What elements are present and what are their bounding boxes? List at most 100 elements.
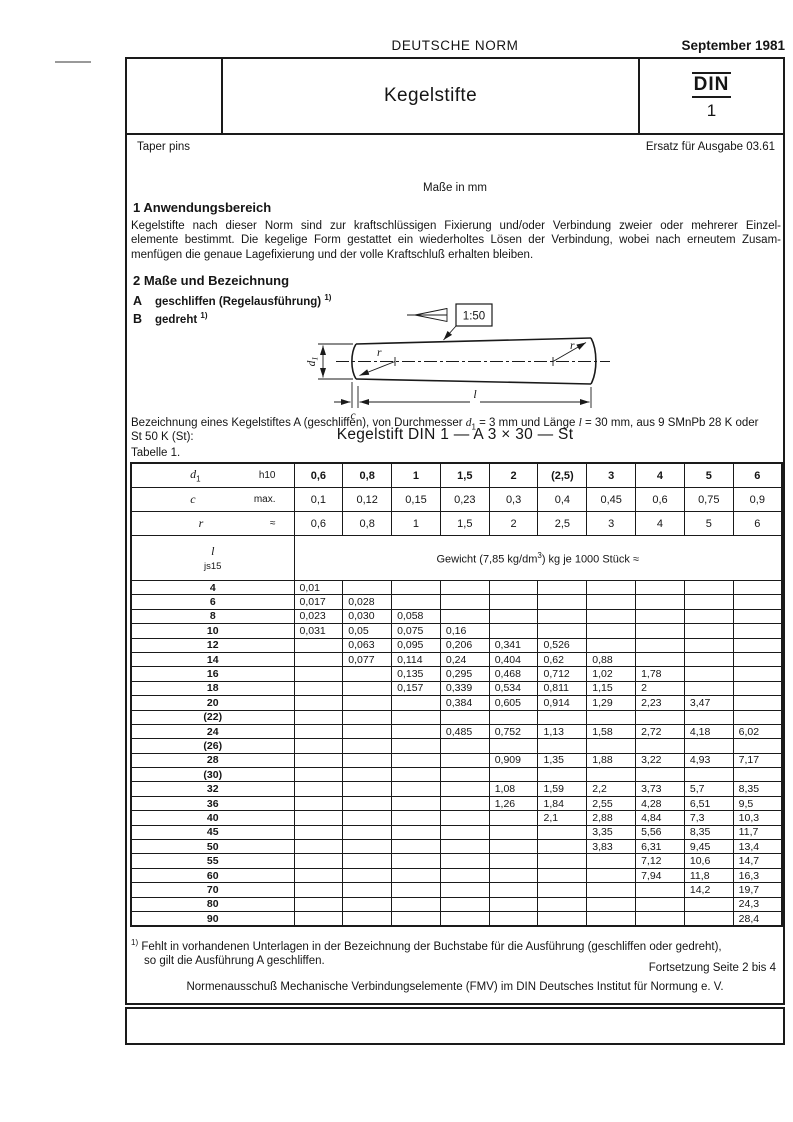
weight-value-cell	[439, 867, 490, 884]
length-value-cell: (26)	[130, 738, 295, 754]
designation-material: St 50 K (St):	[131, 431, 194, 443]
din-number: 1	[706, 100, 717, 120]
weight-value-cell	[391, 867, 441, 884]
weight-value-cell	[391, 824, 441, 841]
paragraph-line: Kegelstifte nach dieser Norm sind zur kr…	[131, 220, 781, 232]
weight-value-cell	[635, 608, 685, 625]
weight-value-cell	[683, 637, 734, 653]
l-symbol: l	[578, 417, 582, 429]
weight-value-cell	[732, 623, 783, 639]
weight-value-cell: 1,08	[488, 781, 539, 797]
weight-value-cell	[342, 767, 393, 783]
variant-a-text: geschliffen (Regelausführung)	[155, 295, 322, 308]
footnote-text-line1: Fehlt in vorhandenen Unterlagen in der B…	[141, 940, 722, 953]
weight-value-cell	[537, 896, 588, 912]
weight-value-cell	[391, 853, 441, 869]
weight-value-cell: 5,7	[683, 781, 734, 797]
weight-value-cell	[342, 680, 393, 697]
weight-value-cell: 1,26	[488, 795, 539, 812]
dim-value-cell: 5	[683, 462, 734, 488]
length-value-cell: 6	[130, 594, 295, 610]
weight-value-cell	[391, 579, 441, 596]
weight-value-cell	[488, 810, 539, 826]
weight-row: 12 0,063 0,095 0,206 0,341 0,526	[130, 637, 783, 653]
weight-value-cell: 7,3	[683, 810, 734, 826]
weight-value-cell: 28,4	[732, 910, 783, 927]
weight-row: 32 1,08 1,59 2,2 3,73 5,7 8,35	[130, 781, 783, 797]
weight-value-cell	[439, 738, 490, 754]
weight-value-cell	[488, 608, 539, 625]
dim-value-cell: 0,23	[439, 487, 490, 512]
d1-dim-label: d	[306, 360, 318, 366]
weight-value-cell	[635, 594, 685, 610]
weight-value-cell	[439, 910, 490, 927]
weight-value-cell	[342, 795, 393, 812]
weight-value-cell: 0,384	[439, 695, 490, 711]
weight-value-cell: 4,18	[683, 723, 734, 740]
weight-row: 4 0,01	[130, 579, 783, 596]
weight-value-cell	[293, 910, 344, 927]
weight-value-cell: 11,7	[732, 824, 783, 841]
weight-value-cell: 0,030	[342, 608, 393, 625]
weight-value-cell: 0,534	[488, 680, 539, 697]
continuation-note: Fortsetzung Seite 2 bis 4	[648, 962, 776, 974]
length-value-cell: (30)	[130, 767, 295, 783]
weight-value-cell	[342, 853, 393, 869]
weight-row: 36 1,26 1,84 2,55 4,28 6,51 9,5	[130, 795, 783, 812]
weight-value-cell	[683, 680, 734, 697]
din-logo: DIN 1	[638, 59, 783, 133]
dim-value-cell: 1	[391, 511, 441, 536]
weight-value-cell	[293, 651, 344, 668]
weight-value-cell	[488, 623, 539, 639]
length-tolerance: js15	[204, 561, 222, 572]
weight-value-cell	[293, 666, 344, 682]
issue-date: September 1981	[681, 38, 785, 53]
weight-value-cell	[391, 738, 441, 754]
weight-value-cell: 0,526	[537, 637, 588, 653]
bottom-empty-box	[125, 1007, 785, 1045]
dim-value-cell: 0,6	[635, 487, 685, 512]
weight-value-cell	[293, 637, 344, 653]
weight-value-cell	[537, 910, 588, 927]
weight-value-cell	[439, 896, 490, 912]
dim-value-cell: 0,6	[293, 511, 344, 536]
weight-header-cell: Gewicht (7,85 kg/dm3) kg je 1000 Stück ≈	[293, 535, 783, 581]
variant-b-text: gedreht	[155, 313, 198, 326]
weight-value-cell	[586, 738, 637, 754]
section1-paragraph: Kegelstifte nach dieser Norm sind zur kr…	[131, 219, 781, 262]
weight-row: 50 3,83 6,31 9,45 13,4	[130, 839, 783, 855]
weight-value-cell	[635, 910, 685, 927]
weight-value-cell	[342, 709, 393, 725]
weight-value-cell: 0,05	[342, 623, 393, 639]
weight-value-cell: 2,55	[586, 795, 637, 812]
weight-value-cell	[293, 839, 344, 855]
weight-value-cell	[391, 910, 441, 927]
weight-value-cell	[488, 579, 539, 596]
din-logo-word: DIN	[691, 71, 732, 98]
weight-value-cell: 0,028	[342, 594, 393, 610]
weight-value-cell	[342, 752, 393, 769]
designation-example: Kegelstift DIN 1 — A 3 × 30 — St	[336, 426, 574, 443]
weight-value-cell: 0,135	[391, 666, 441, 682]
weight-value-cell: 0,88	[586, 651, 637, 668]
weight-value-cell	[439, 853, 490, 869]
weight-value-cell	[488, 910, 539, 927]
row-label-cell: r ≈	[130, 511, 295, 536]
length-value-cell: 90	[130, 910, 295, 927]
length-value-cell: 60	[130, 867, 295, 884]
svg-text:d1: d1	[306, 357, 320, 367]
weight-value-cell	[439, 608, 490, 625]
weight-value-cell	[635, 623, 685, 639]
weight-value-cell: 19,7	[732, 882, 783, 898]
dim-header-row: r ≈0,6 0,8 1 1,5 2 2,5 3 4 5 6	[130, 511, 783, 536]
weight-value-cell: 10,3	[732, 810, 783, 826]
dim-value-cell: 3	[586, 511, 637, 536]
weight-value-cell	[293, 795, 344, 812]
weight-value-cell	[342, 810, 393, 826]
dim-value-cell: 4	[635, 511, 685, 536]
weight-value-cell: 0,031	[293, 623, 344, 639]
weight-value-cell: 1,29	[586, 695, 637, 711]
weight-value-cell	[635, 738, 685, 754]
dim-value-cell: 1,5	[439, 511, 490, 536]
